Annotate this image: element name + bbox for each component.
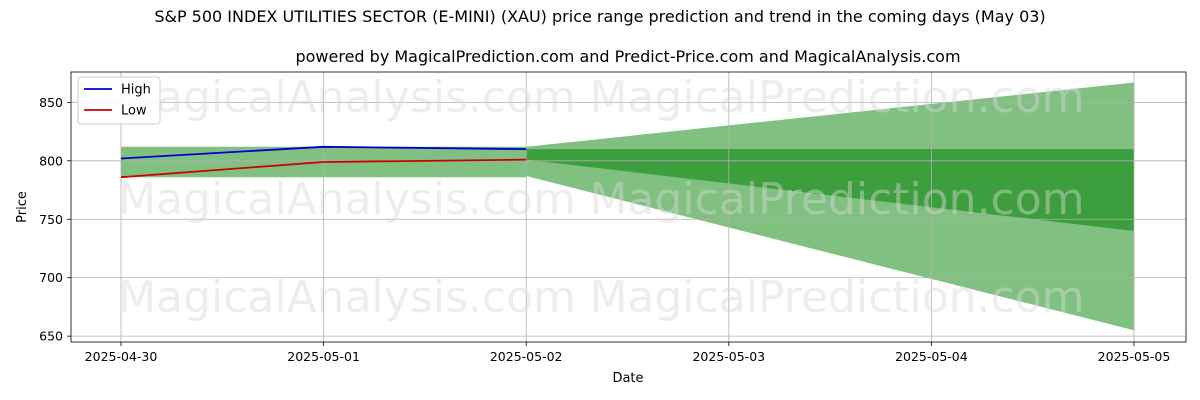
y-tick-label: 800: [39, 153, 63, 168]
x-axis: 2025-04-30 2025-05-01 2025-05-02 2025-05-03…: [85, 342, 1171, 364]
legend-label-high: High: [121, 83, 151, 98]
x-tick-label: 2025-05-05: [1098, 349, 1171, 364]
y-tick-label: 700: [39, 270, 63, 285]
x-tick-label: 2025-05-04: [895, 349, 968, 364]
y-tick-label: 850: [39, 95, 63, 110]
plot-area: MagicalAnalysis.com MagicalPrediction.com…: [70, 71, 1187, 343]
prediction-band-2: [526, 149, 1134, 231]
prediction-band-1: [526, 82, 1134, 331]
watermark-text: MagicalAnalysis.com: [118, 72, 576, 123]
gridlines: [71, 72, 1186, 342]
y-tick-label: 750: [39, 212, 63, 227]
watermark-text: MagicalPrediction.com: [590, 72, 1085, 123]
series-lines: [120, 145, 527, 179]
y-tick-label: 650: [39, 329, 63, 344]
watermark-text: MagicalPrediction.com: [590, 174, 1085, 225]
chart-title: S&P 500 INDEX UTILITIES SECTOR (E-MINI) …: [154, 7, 1045, 26]
watermark-text: MagicalAnalysis.com: [118, 174, 576, 225]
y-axis: 650 700 750 800 850: [39, 95, 71, 344]
watermark-text: MagicalPrediction.com: [590, 272, 1085, 323]
legend-label-low: Low: [121, 104, 147, 119]
x-tick-label: 2025-05-02: [490, 349, 563, 364]
x-tick-label: 2025-05-03: [692, 349, 765, 364]
x-tick-label: 2025-04-30: [85, 349, 158, 364]
chart-subtitle: powered by MagicalPrediction.com and Pre…: [295, 47, 960, 66]
watermark-text: MagicalAnalysis.com: [118, 272, 576, 323]
y-axis-label: Price: [15, 191, 30, 223]
series-line-high: [120, 145, 527, 160]
x-tick-label: 2025-05-01: [287, 349, 360, 364]
plot-frame: [70, 71, 1187, 343]
watermarks: MagicalAnalysis.com MagicalPrediction.com…: [118, 72, 1084, 323]
x-axis-label: Date: [612, 371, 643, 386]
series-line-low: [120, 158, 527, 179]
legend: High Low: [77, 76, 161, 125]
